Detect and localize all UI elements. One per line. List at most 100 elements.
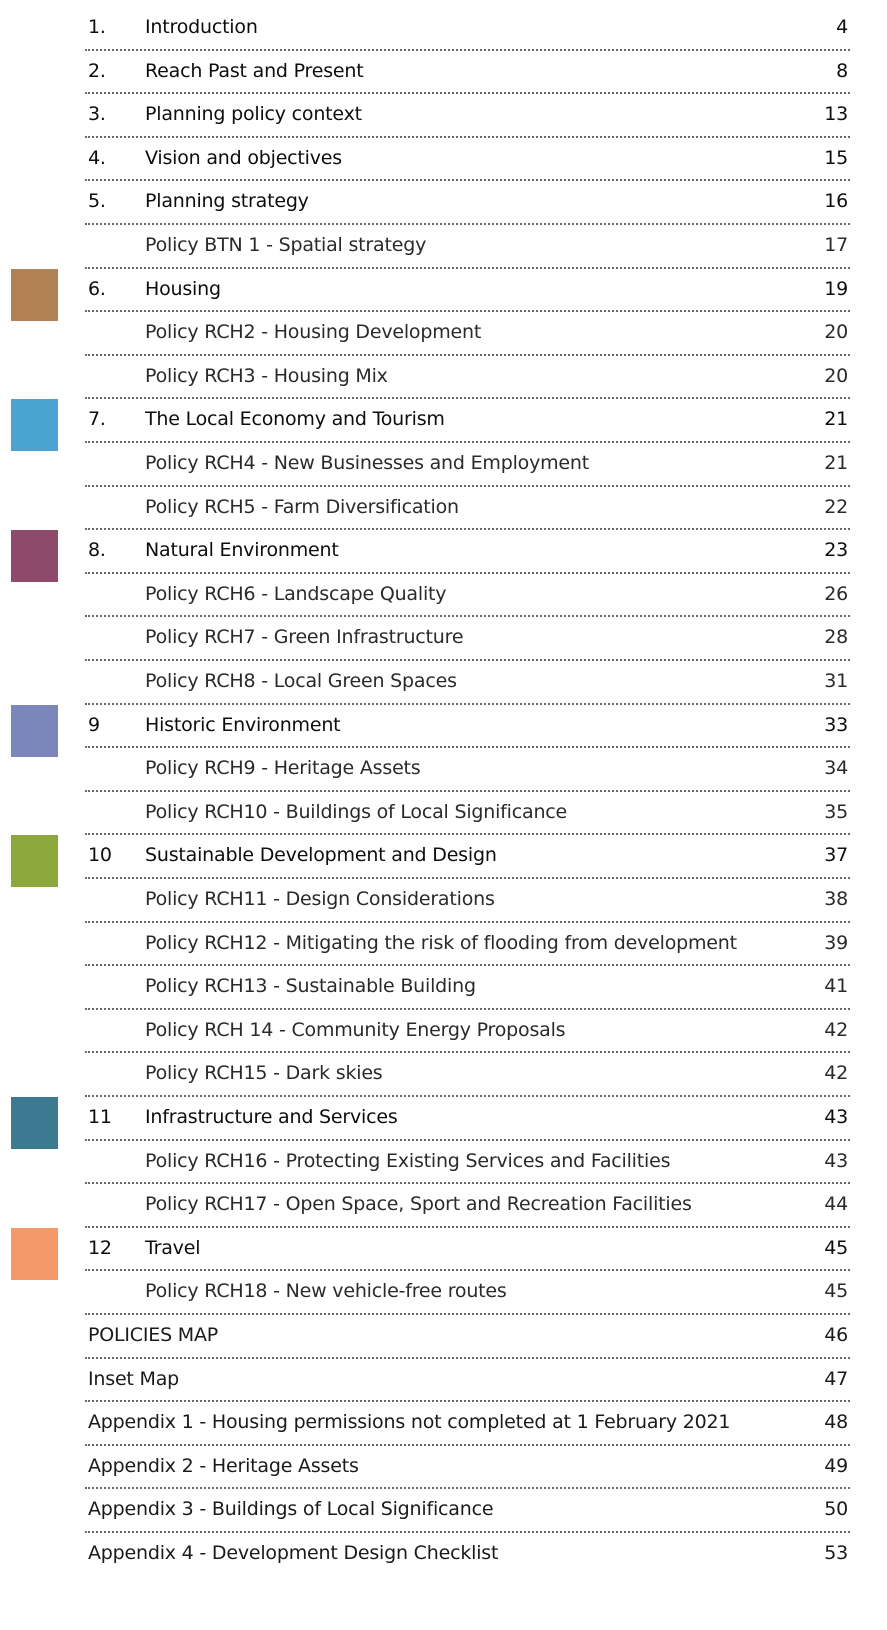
toc-entry: 1. Introduction 4 — [0, 12, 887, 42]
entry-title: Reach Past and Present — [145, 59, 364, 82]
section-number: 4. — [88, 146, 106, 169]
page-number: 50 — [824, 1498, 848, 1521]
toc-entry: Policy RCH12 - Mitigating the risk of fl… — [0, 928, 887, 958]
page-number: 15 — [824, 146, 848, 169]
entry-title: POLICIES MAP — [88, 1324, 219, 1346]
dotted-separator — [85, 571, 850, 574]
page-number: 43 — [824, 1149, 848, 1172]
page-number: 33 — [824, 713, 848, 736]
dotted-separator — [85, 1400, 850, 1403]
page-number: 48 — [824, 1411, 848, 1434]
toc-entry: Inset Map 47 — [0, 1364, 887, 1394]
toc-entry: Policy RCH4 - New Businesses and Employm… — [0, 448, 887, 478]
entry-title: Housing — [145, 277, 221, 300]
toc-entry: 5. Planning strategy 16 — [0, 186, 887, 216]
dotted-separator — [85, 397, 850, 400]
dotted-separator — [85, 920, 850, 923]
entry-title: Policy RCH6 - Landscape Quality — [145, 582, 447, 605]
toc-entry: Policy RCH11 - Design Considerations 38 — [0, 884, 887, 914]
section-number: 7. — [88, 408, 106, 431]
entry-title: Policy RCH2 - Housing Development — [145, 321, 482, 344]
page-number: 45 — [824, 1236, 848, 1259]
page-number: 21 — [824, 452, 848, 474]
section-number: 6. — [88, 277, 106, 300]
page-number: 28 — [824, 626, 848, 649]
entry-title: Policy RCH11 - Design Considerations — [145, 888, 495, 910]
section-number: 5. — [88, 190, 106, 213]
page-number: 39 — [824, 931, 848, 954]
entry-title: Appendix 4 - Development Design Checklis… — [88, 1542, 499, 1564]
page-number: 42 — [824, 1018, 848, 1041]
dotted-separator — [85, 877, 850, 879]
page-number: 20 — [824, 321, 848, 344]
entry-title: Policy RCH8 - Local Green Spaces — [145, 670, 457, 692]
page-number: 22 — [824, 495, 848, 518]
toc-entry: Policy RCH15 - Dark skies 42 — [0, 1058, 887, 1088]
page-number: 4 — [836, 16, 848, 38]
section-color-marker — [11, 704, 58, 757]
entry-title: Introduction — [145, 16, 258, 38]
entry-title: Policy RCH15 - Dark skies — [145, 1062, 383, 1085]
page-number: 21 — [824, 408, 848, 431]
entry-title: Policy RCH17 - Open Space, Sport and Rec… — [145, 1193, 692, 1216]
toc-entry: Policy RCH13 - Sustainable Building 41 — [0, 971, 887, 1001]
toc-entry: Appendix 1 - Housing permissions not com… — [0, 1407, 887, 1437]
section-number: 11 — [88, 1106, 112, 1128]
toc-entry: 6. Housing 19 — [0, 274, 887, 304]
toc-entry: POLICIES MAP 46 — [0, 1320, 887, 1350]
entry-title: Policy RCH7 - Green Infrastructure — [145, 626, 464, 649]
dotted-separator — [85, 1487, 850, 1490]
toc-entry: Policy RCH2 - Housing Development 20 — [0, 317, 887, 347]
section-color-marker — [11, 268, 58, 321]
dotted-separator — [85, 615, 850, 618]
page-number: 19 — [824, 277, 848, 300]
entry-title: Policy RCH3 - Housing Mix — [145, 364, 388, 387]
page-number: 23 — [824, 539, 848, 562]
entry-title: Policy RCH9 - Heritage Assets — [145, 757, 421, 780]
page-number: 37 — [824, 844, 848, 867]
entry-title: The Local Economy and Tourism — [145, 408, 445, 431]
toc-entry: Appendix 4 - Development Design Checklis… — [0, 1538, 887, 1568]
page-number: 34 — [824, 757, 848, 780]
dotted-separator — [85, 48, 850, 51]
page-number: 41 — [824, 975, 848, 998]
toc-entry: 11 Infrastructure and Services 43 — [0, 1102, 887, 1132]
dotted-separator — [85, 266, 850, 269]
toc-entry: 2. Reach Past and Present 8 — [0, 56, 887, 86]
toc-entry: Policy RCH16 - Protecting Existing Servi… — [0, 1146, 887, 1176]
entry-title: Appendix 2 - Heritage Assets — [88, 1454, 359, 1477]
entry-title: Policy RCH18 - New vehicle-free routes — [145, 1280, 507, 1303]
section-number: 1. — [88, 16, 106, 38]
entry-title: Policy RCH16 - Protecting Existing Servi… — [145, 1149, 671, 1172]
entry-title: Policy RCH12 - Mitigating the risk of fl… — [145, 931, 737, 954]
entry-title: Inset Map — [88, 1367, 180, 1390]
entry-title: Travel — [145, 1236, 201, 1259]
page-number: 47 — [824, 1367, 848, 1390]
section-number: 9 — [88, 713, 100, 736]
section-color-marker — [11, 530, 58, 583]
dotted-separator — [85, 964, 850, 967]
dotted-separator — [85, 833, 850, 836]
dotted-separator — [85, 135, 850, 138]
entry-title: Sustainable Development and Design — [145, 844, 497, 867]
page-number: 46 — [824, 1324, 848, 1346]
entry-title: Appendix 1 - Housing permissions not com… — [88, 1411, 731, 1434]
toc-entry: Policy RCH 14 - Community Energy Proposa… — [0, 1015, 887, 1045]
page-number: 43 — [824, 1106, 848, 1128]
page-number: 31 — [824, 670, 848, 692]
dotted-separator — [85, 484, 850, 487]
dotted-separator — [85, 1269, 850, 1272]
section-color-marker — [11, 1227, 58, 1280]
entry-title: Vision and objectives — [145, 146, 342, 169]
dotted-separator — [85, 1007, 850, 1010]
toc-entry: Policy RCH3 - Housing Mix 20 — [0, 361, 887, 391]
page-number: 35 — [824, 800, 848, 823]
entry-title: Planning policy context — [145, 103, 362, 126]
toc-entry: 7. The Local Economy and Tourism 21 — [0, 404, 887, 434]
section-number: 10 — [88, 844, 112, 867]
section-number: 2. — [88, 59, 106, 82]
page-number: 49 — [824, 1454, 848, 1477]
dotted-separator — [85, 1051, 850, 1054]
entry-title: Policy RCH5 - Farm Diversification — [145, 495, 459, 518]
page-number: 20 — [824, 364, 848, 387]
